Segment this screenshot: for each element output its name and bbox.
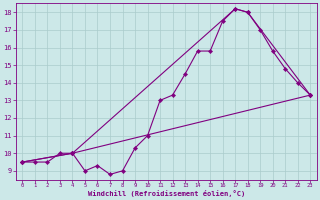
X-axis label: Windchill (Refroidissement éolien,°C): Windchill (Refroidissement éolien,°C) — [88, 190, 245, 197]
